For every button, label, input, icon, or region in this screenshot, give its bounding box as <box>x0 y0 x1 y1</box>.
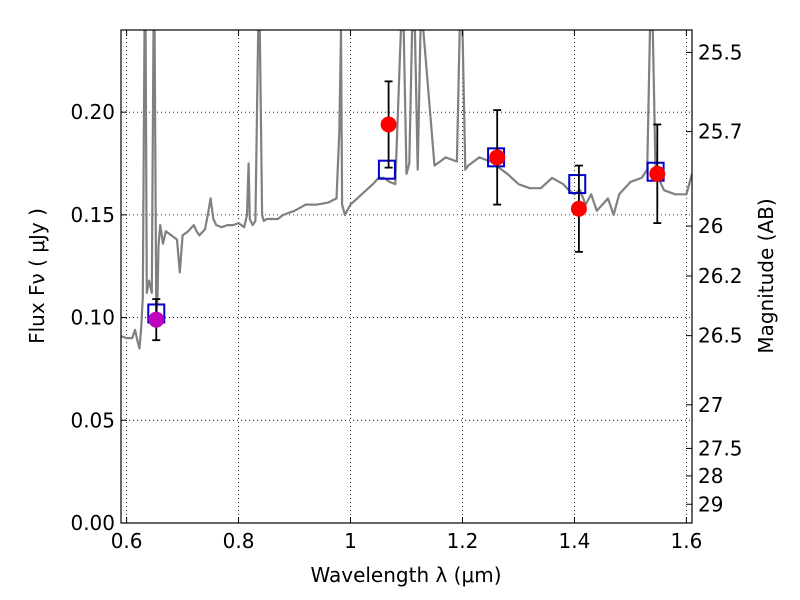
spectrum-line <box>121 30 692 350</box>
right-tick-label: 29 <box>698 492 723 516</box>
x-tick-label: 0.8 <box>223 529 255 553</box>
gridlines <box>121 30 692 523</box>
ticks: 0.6 0.8 1 1.2 1.4 1.6 0.00 0.05 0.10 0.15 0.20 25.5… <box>70 30 743 553</box>
y-axis-label-right: Magnitude (AB) <box>754 198 778 353</box>
y-tick-label: 0.10 <box>70 306 115 330</box>
y-tick-label: 0.05 <box>70 408 115 432</box>
observed-point <box>570 200 587 217</box>
right-tick-label: 26.2 <box>698 264 743 288</box>
y-tick-label: 0.00 <box>70 511 115 535</box>
model-square-marker <box>377 159 396 180</box>
x-tick-label: 0.6 <box>111 529 143 553</box>
right-tick-label: 26 <box>698 214 723 238</box>
plot-frame <box>120 29 693 524</box>
y-axis-label-left: Flux Fν ( μJy ) <box>25 208 49 344</box>
right-tick-label: 26.5 <box>698 324 743 348</box>
y-tick-label: 0.20 <box>70 100 115 124</box>
y-tick-label: 0.15 <box>70 203 115 227</box>
x-axis-label: Wavelength λ (μm) <box>310 563 501 587</box>
right-tick-label: 27 <box>698 393 723 417</box>
observed-point <box>489 149 506 166</box>
right-tick-label: 25.5 <box>698 40 743 64</box>
observed-point <box>380 116 397 133</box>
model-square-marker <box>568 174 587 195</box>
right-tick-label: 27.5 <box>698 436 743 460</box>
plot-area <box>121 30 692 350</box>
x-tick-label: 1.4 <box>559 529 591 553</box>
x-tick-label: 1.6 <box>670 529 702 553</box>
observed-point <box>148 311 165 328</box>
right-tick-label: 25.7 <box>698 120 743 144</box>
x-tick-label: 1 <box>344 529 357 553</box>
x-tick-label: 1.2 <box>447 529 479 553</box>
right-tick-label: 28 <box>698 464 723 488</box>
observed-point <box>649 165 666 182</box>
